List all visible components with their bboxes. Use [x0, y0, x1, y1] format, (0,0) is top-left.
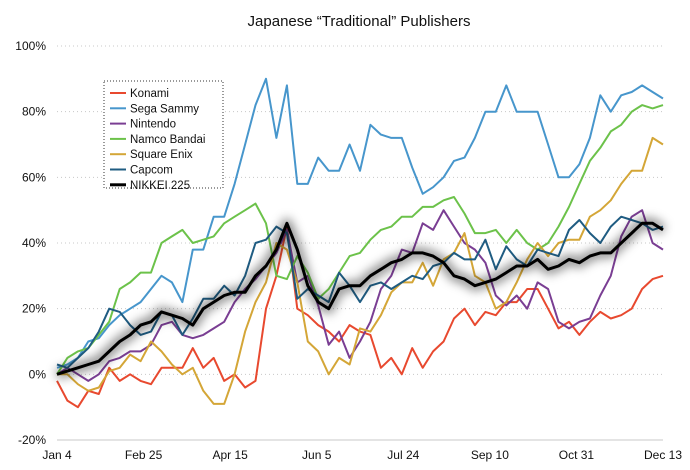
y-tick-label: 80%: [22, 105, 46, 119]
series-glow-nikkei-225: [55, 218, 666, 380]
legend-label-sega-sammy: Sega Sammy: [130, 103, 199, 115]
y-axis-ticks: -20% 0% 20% 40% 60% 80% 100%: [15, 39, 46, 447]
legend-label-square-enix: Square Enix: [130, 149, 193, 161]
x-tick-label: Jan 4: [42, 448, 72, 462]
legend: Konami Sega Sammy Nintendo Namco Bandai Squa…: [103, 80, 224, 192]
series-line-square-enix: [57, 136, 664, 405]
x-tick-label: Jun 5: [302, 448, 332, 462]
legend-label-konami: Konami: [130, 88, 169, 100]
series-line-namco-bandai: [56, 104, 664, 375]
y-tick-label: 40%: [22, 236, 46, 250]
series-line-nikkei-225: [56, 221, 664, 376]
chart-title: Japanese “Traditional” Publishers: [248, 13, 471, 30]
y-tick-label: 0%: [29, 367, 47, 381]
series-lines: [55, 77, 666, 409]
x-tick-label: Sep 10: [471, 448, 509, 462]
x-tick-label: Oct 31: [559, 448, 595, 462]
x-tick-label: Dec 13: [644, 448, 682, 462]
x-tick-label: Apr 15: [212, 448, 248, 462]
x-axis-ticks: Jan 4 Feb 25 Apr 15 Jun 5 Jul 24 Sep 10 Oct 31…: [42, 448, 682, 462]
legend-label-capcom: Capcom: [130, 165, 173, 177]
y-tick-label: 60%: [22, 170, 46, 184]
y-tick-label: -20%: [18, 433, 46, 447]
x-tick-label: Feb 25: [125, 448, 163, 462]
legend-label-namco-bandai: Namco Bandai: [130, 134, 205, 146]
y-tick-label: 20%: [22, 302, 46, 316]
x-tick-label: Jul 24: [387, 448, 419, 462]
legend-label-nikkei-225: NIKKEI 225: [130, 180, 190, 192]
series-line-nintendo: [56, 209, 664, 382]
series-line-sega-sammy: [56, 77, 664, 369]
legend-label-nintendo: Nintendo: [130, 119, 176, 131]
y-tick-label: 100%: [15, 39, 46, 53]
